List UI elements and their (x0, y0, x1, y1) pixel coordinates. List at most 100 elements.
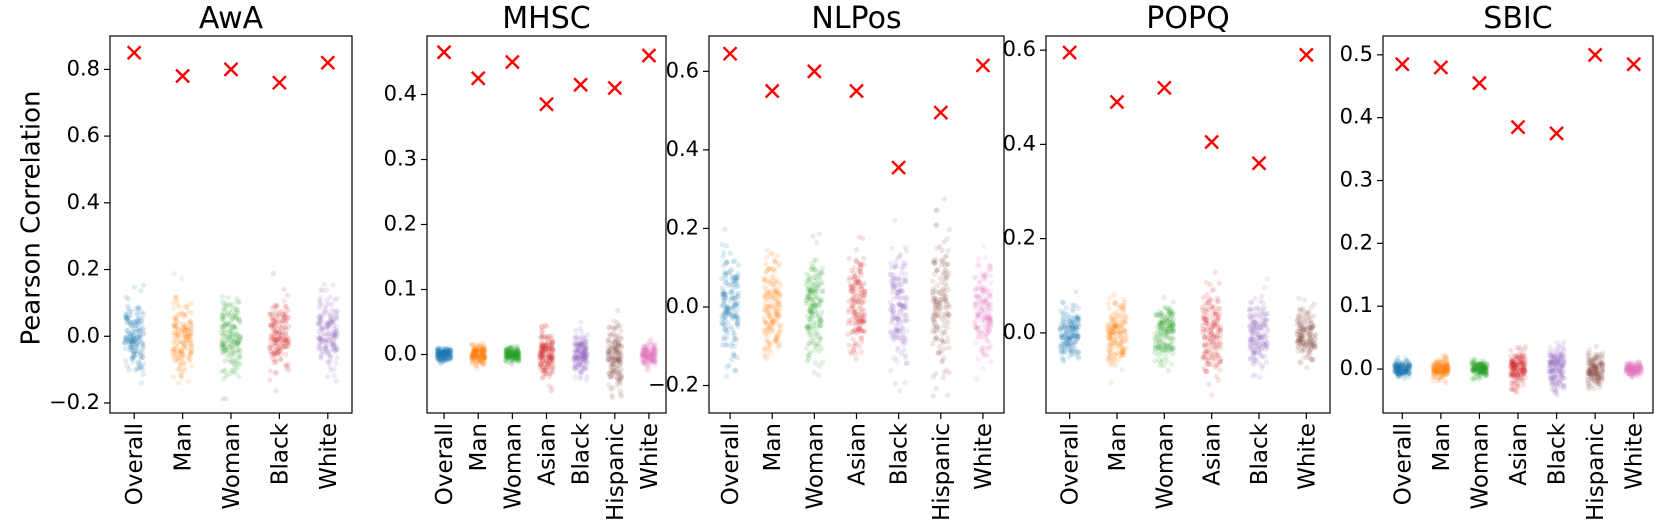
null-dot-black (274, 302, 280, 308)
observed-marker-man (764, 83, 780, 99)
null-dot-overall (136, 328, 142, 334)
null-dot-woman (230, 323, 236, 329)
null-dot-woman (230, 324, 237, 330)
null-dot-black (573, 333, 579, 339)
null-dot-hispanic (614, 336, 620, 343)
null-dot-black (267, 312, 273, 318)
null-dot-white (652, 357, 658, 363)
null-dot-black (572, 354, 578, 360)
null-dot-woman (228, 359, 234, 365)
null-dot-man (172, 322, 178, 328)
null-dot-black (572, 335, 578, 341)
null-distribution-dots (434, 307, 659, 401)
null-dot-overall (1404, 368, 1410, 374)
null-dot-man (478, 353, 485, 359)
null-dot-white (329, 319, 335, 325)
null-dot-man (178, 349, 184, 355)
null-dot-overall (447, 354, 453, 360)
null-dot-man (171, 322, 177, 329)
null-dot-black (282, 319, 289, 325)
null-dot-asian (548, 344, 554, 350)
null-dot-black (274, 337, 280, 343)
null-dot-hispanic (609, 353, 615, 359)
null-dot-asian (537, 360, 544, 367)
null-dot-overall (444, 348, 451, 354)
null-dot-man (475, 355, 481, 361)
null-dot-man (180, 321, 186, 327)
null-dot-man (473, 347, 479, 353)
null-dot-overall (438, 350, 444, 356)
null-dot-man (171, 315, 177, 321)
null-dot-overall (122, 313, 129, 319)
null-distribution-dots (1057, 269, 1319, 398)
null-dot-man (171, 333, 177, 339)
null-dot-overall (139, 354, 145, 360)
null-dot-black (1251, 312, 1258, 318)
null-dot-man (171, 271, 177, 277)
null-dot-overall (1060, 311, 1066, 317)
null-dot-white (322, 305, 329, 311)
null-dot-woman (237, 355, 243, 361)
null-dot-asian (539, 352, 546, 359)
null-dot-asian (862, 288, 868, 294)
null-dot-woman (513, 351, 520, 358)
null-dot-woman (222, 327, 228, 333)
null-dot-white (317, 354, 324, 360)
null-dot-white (648, 356, 654, 362)
null-dot-overall (445, 347, 452, 353)
null-dot-white (643, 348, 649, 354)
null-dot-man (472, 347, 478, 353)
null-dot-man (482, 349, 488, 355)
null-dot-overall (445, 350, 452, 356)
null-dot-white (643, 345, 649, 351)
null-dot-black (904, 318, 910, 324)
null-dot-black (891, 355, 898, 361)
null-dot-asian (541, 360, 547, 366)
null-dot-overall (1066, 341, 1072, 348)
null-dot-black (276, 309, 282, 316)
null-dot-hispanic (608, 353, 615, 359)
null-dot-overall (1076, 355, 1082, 361)
null-dot-white (333, 335, 339, 341)
observed-marker-black (1251, 155, 1267, 171)
null-dot-white (326, 348, 332, 354)
null-dot-woman (232, 313, 239, 320)
null-dot-white (318, 300, 324, 306)
null-dot-black (582, 358, 589, 364)
null-dot-woman (512, 352, 518, 358)
null-dot-hispanic (945, 302, 952, 308)
null-dot-asian (542, 353, 548, 359)
null-dot-man (470, 357, 477, 364)
null-dot-white (649, 347, 656, 354)
null-dot-black (582, 342, 588, 348)
null-dot-white (316, 314, 323, 320)
null-dot-white (334, 330, 340, 336)
null-dot-man (470, 349, 476, 355)
null-dot-black (582, 358, 588, 365)
null-dot-woman (229, 301, 236, 307)
null-dot-black (273, 347, 280, 354)
null-dot-white (648, 351, 654, 358)
null-dot-white (330, 316, 336, 323)
null-dot-hispanic (610, 344, 617, 351)
null-dot-man (474, 355, 481, 361)
null-dot-white (973, 293, 979, 299)
null-dot-asian (1216, 280, 1222, 286)
null-dot-man (187, 329, 193, 335)
null-dot-overall (128, 345, 135, 351)
null-dot-woman (514, 343, 520, 349)
null-dot-overall (1073, 289, 1079, 295)
null-dot-woman (511, 353, 517, 359)
null-dot-woman (515, 354, 521, 361)
null-dot-woman (505, 353, 512, 359)
null-dot-woman (222, 369, 228, 375)
null-dot-woman (220, 333, 227, 339)
null-dot-white (322, 302, 329, 309)
null-dot-asian (540, 342, 546, 348)
null-dot-white (976, 312, 982, 318)
null-dot-man (173, 343, 179, 349)
x-tick-label-black: Black (887, 422, 913, 485)
null-dot-hispanic (609, 341, 615, 348)
null-dot-woman (512, 354, 519, 360)
null-dot-hispanic (614, 375, 621, 382)
